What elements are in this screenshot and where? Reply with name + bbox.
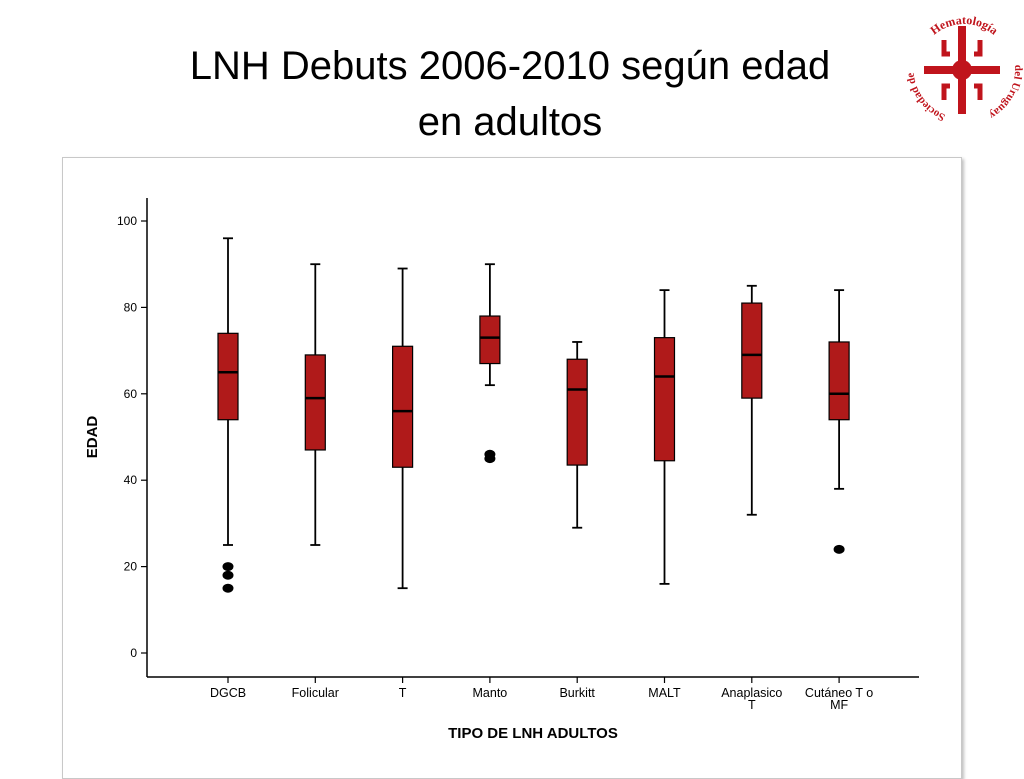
- chart-frame: 0 20 40 60 80 100 EDAD DGCB Folicular T Manto Burki…: [62, 157, 962, 779]
- x-category-label: Anaplasico T: [721, 686, 782, 712]
- y-tick-label: 100: [117, 214, 137, 228]
- logo-text-left: Sociedad de: [905, 72, 947, 123]
- x-category-label: Manto: [473, 686, 508, 700]
- y-tick-label: 60: [124, 387, 138, 401]
- box-iqr: [741, 302, 763, 399]
- y-axis-label: EDAD: [84, 416, 101, 459]
- outlier-point: [222, 570, 234, 580]
- outlier-point: [222, 562, 234, 572]
- box-iqr: [479, 315, 501, 365]
- x-category-label: Cutáneo T o MF: [805, 686, 873, 712]
- box-iqr: [566, 358, 588, 466]
- box-iqr: [653, 337, 676, 462]
- outlier-point: [484, 454, 496, 464]
- y-tick-label: 40: [124, 473, 138, 487]
- x-category-label-line: Anaplasico: [721, 686, 782, 700]
- x-category-label-line: MALT: [648, 686, 681, 700]
- box-iqr: [217, 332, 239, 421]
- outlier-point: [222, 583, 234, 593]
- society-logo: Hematología Sociedad de del Uruguay: [900, 0, 1024, 130]
- x-category-label-line: Cutáneo T o: [805, 686, 873, 700]
- x-category-label-line: Folicular: [292, 686, 339, 700]
- svg-text:Sociedad de: Sociedad de: [905, 72, 947, 123]
- x-category-label-line: MF: [830, 698, 848, 712]
- x-category-label-line: Burkitt: [559, 686, 595, 700]
- x-category-label: DGCB: [210, 686, 246, 700]
- outlier-point: [833, 544, 845, 554]
- slide-title-line2: en adultos: [417, 100, 603, 144]
- boxplot-chart: 0 20 40 60 80 100 EDAD DGCB Folicular T Manto Burki…: [84, 198, 919, 742]
- box-iqr: [304, 354, 326, 451]
- x-category-label: Folicular: [292, 686, 339, 700]
- slide-title: LNH Debuts 2006-2010 según edad en adult…: [80, 38, 940, 150]
- x-category-label: MALT: [648, 686, 681, 700]
- x-axis-label: TIPO DE LNH ADULTOS: [448, 725, 618, 742]
- slide-title-line1: LNH Debuts 2006-2010 según edad: [189, 44, 831, 88]
- x-category-label-line: T: [748, 698, 756, 712]
- y-tick-label: 0: [130, 646, 137, 660]
- x-category-label-line: DGCB: [210, 686, 246, 700]
- logo-cross-icon: [924, 26, 1000, 114]
- x-category-label-line: T: [399, 686, 407, 700]
- y-tick-label: 20: [124, 560, 138, 574]
- box-iqr: [828, 341, 850, 421]
- x-category-label-line: Manto: [473, 686, 508, 700]
- x-category-label: Burkitt: [559, 686, 595, 700]
- y-tick-label: 80: [124, 300, 138, 314]
- box-iqr: [392, 345, 414, 468]
- x-category-label: T: [399, 686, 407, 700]
